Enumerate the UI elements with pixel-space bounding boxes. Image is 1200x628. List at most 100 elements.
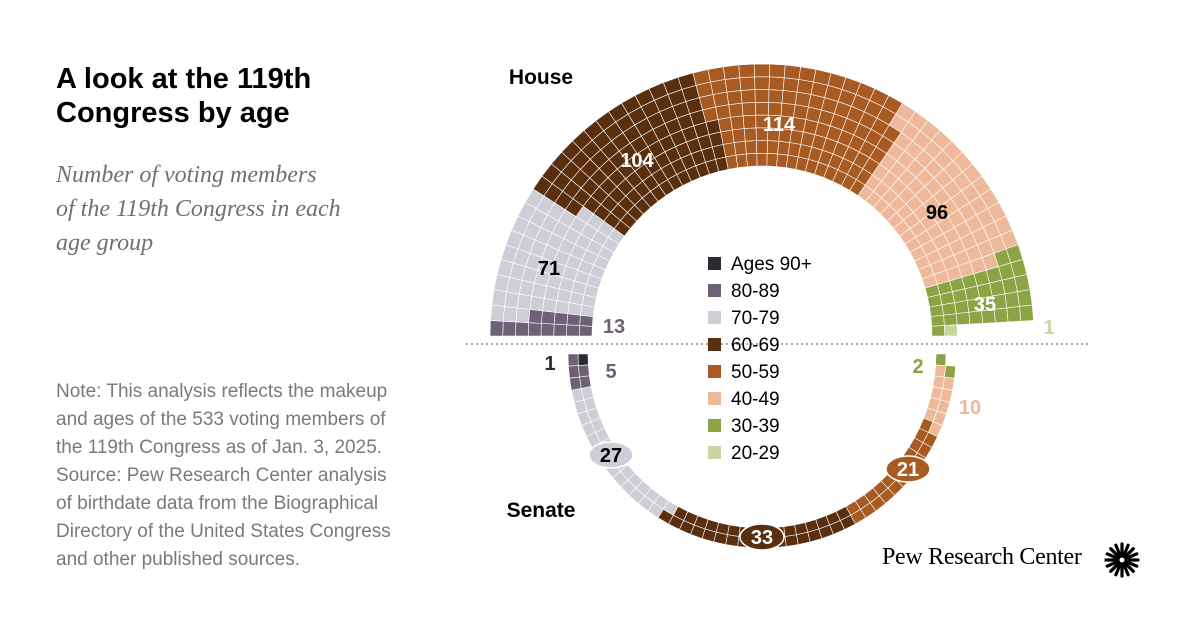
house-cell-50-59 — [781, 90, 798, 105]
title-line: Congress by age — [56, 97, 290, 129]
house-cell-70-79 — [516, 293, 533, 310]
house-cell-20-29 — [944, 324, 958, 337]
legend-label-70-79: 70-79 — [731, 308, 780, 329]
house-cell-50-59 — [740, 89, 756, 104]
legend-swatch-30-39 — [708, 419, 721, 432]
house-cell-50-59 — [746, 153, 758, 167]
legend-label-80-89: 80-89 — [731, 281, 780, 302]
title-line: A look at the 119th — [56, 63, 312, 95]
sunburst-ray — [1123, 547, 1135, 559]
house-label: House — [509, 66, 573, 89]
senate-label-halo — [739, 523, 785, 551]
house-cell-50-59 — [741, 102, 756, 117]
sunburst-ray — [1109, 561, 1121, 573]
pew-sunburst-icon — [1104, 542, 1140, 578]
house-cell-80-89 — [566, 324, 580, 337]
house-value-label-40-49: 96 — [926, 202, 948, 224]
house-cell-80-89 — [540, 323, 555, 337]
house-cell-50-59 — [768, 89, 784, 104]
sunburst-ray — [1109, 547, 1121, 559]
note-line: and other published sources. — [56, 549, 300, 570]
house-cell-30-39 — [1019, 304, 1034, 322]
house-cell-50-59 — [724, 77, 742, 93]
senate-cell-80-89 — [578, 364, 590, 378]
senate-cell-90+ — [577, 353, 589, 366]
house-cell-30-39 — [1014, 274, 1031, 293]
senate-cell-80-89 — [567, 353, 579, 367]
house-cell-50-59 — [756, 153, 768, 167]
house-cell-70-79 — [504, 291, 520, 309]
house-value-label-60-69: 104 — [620, 150, 654, 172]
house-cell-30-39 — [993, 307, 1009, 323]
house-cell-30-39 — [1004, 291, 1020, 309]
house-cell-50-59 — [766, 153, 778, 167]
house-cell-30-39 — [954, 300, 970, 315]
source-note: Note: This analysis reflects the makeup … — [56, 378, 456, 574]
senate-value-label-70-79: 27 — [600, 445, 622, 467]
subtitle-line: age group — [56, 230, 154, 256]
legend: Ages 90+ 80-89 70-79 60-69 50-59 40-49 30-39 20… — [708, 254, 812, 464]
house-cell-80-89 — [553, 311, 569, 326]
house-cell-50-59 — [744, 140, 758, 155]
house-value-label-30-39: 35 — [974, 294, 996, 316]
legend-swatch-50-59 — [708, 365, 721, 378]
note-line: of birthdate data from the Biographical — [56, 493, 379, 514]
senate-cell-40-49 — [942, 376, 955, 391]
house-cell-30-39 — [955, 311, 971, 326]
house-cell-30-39 — [930, 314, 945, 327]
house-cell-70-79 — [515, 307, 531, 323]
senate-label: Senate — [507, 499, 576, 522]
house-cell-30-39 — [931, 325, 946, 337]
senate-value-label-40-49: 10 — [959, 397, 981, 419]
chart-title: A look at the 119th Congress by age — [56, 62, 436, 130]
house-cell-50-59 — [733, 140, 747, 156]
pew-logo: Pew Research Center — [882, 542, 1152, 578]
house-waffle — [489, 63, 1034, 337]
senate-cell-30-39 — [935, 353, 947, 366]
subtitle-line: of the 119th Congress in each — [56, 196, 341, 222]
house-cell-80-89 — [502, 320, 517, 337]
legend-label-30-39: 30-39 — [731, 416, 780, 437]
sunburst-ray — [1124, 552, 1139, 561]
house-cell-80-89 — [527, 322, 542, 337]
house-cell-80-89 — [566, 313, 581, 326]
house-cell-80-89 — [553, 323, 568, 337]
house-cell-50-59 — [717, 116, 733, 133]
senate-value-label-90+: 1 — [544, 353, 555, 375]
house-cell-50-59 — [730, 115, 745, 131]
house-cell-30-39 — [1017, 289, 1033, 307]
house-cell-50-59 — [754, 89, 770, 103]
house-cell-50-59 — [782, 77, 800, 93]
house-cell-50-59 — [738, 63, 755, 79]
house-cell-50-59 — [798, 66, 817, 83]
sunburst-ray — [1121, 562, 1130, 577]
house-cell-50-59 — [722, 64, 741, 80]
chart-subtitle: Number of voting members of the 119th Co… — [56, 158, 416, 260]
senate-value-label-50-59: 21 — [897, 459, 919, 481]
sunburst-ray — [1114, 562, 1123, 577]
house-cell-80-89 — [541, 310, 556, 325]
house-cell-30-39 — [941, 302, 957, 316]
legend-label-60-69: 60-69 — [731, 335, 780, 356]
senate-cell-80-89 — [569, 376, 582, 391]
senate-cell-40-49 — [934, 364, 946, 378]
senate-cell-80-89 — [568, 365, 580, 379]
note-line: Source: Pew Research Center analysis — [56, 465, 387, 486]
house-cell-50-59 — [707, 66, 726, 83]
note-line: Note: This analysis reflects the makeup — [56, 381, 388, 402]
house-cell-50-59 — [769, 63, 786, 79]
house-cell-50-59 — [732, 128, 746, 143]
house-cell-50-59 — [722, 142, 737, 158]
house-cell-50-59 — [726, 90, 743, 105]
sunburst-ray — [1105, 559, 1120, 568]
senate-cell-40-49 — [939, 388, 953, 403]
house-value-label-50-59: 114 — [763, 114, 796, 136]
house-cell-80-89 — [489, 320, 504, 337]
house-cell-50-59 — [743, 127, 757, 142]
house-cell-50-59 — [735, 153, 748, 169]
logo-text: Pew Research Center — [882, 544, 1082, 570]
house-cell-50-59 — [783, 64, 802, 80]
house-cell-30-39 — [1006, 306, 1022, 323]
house-cell-50-59 — [754, 76, 770, 90]
